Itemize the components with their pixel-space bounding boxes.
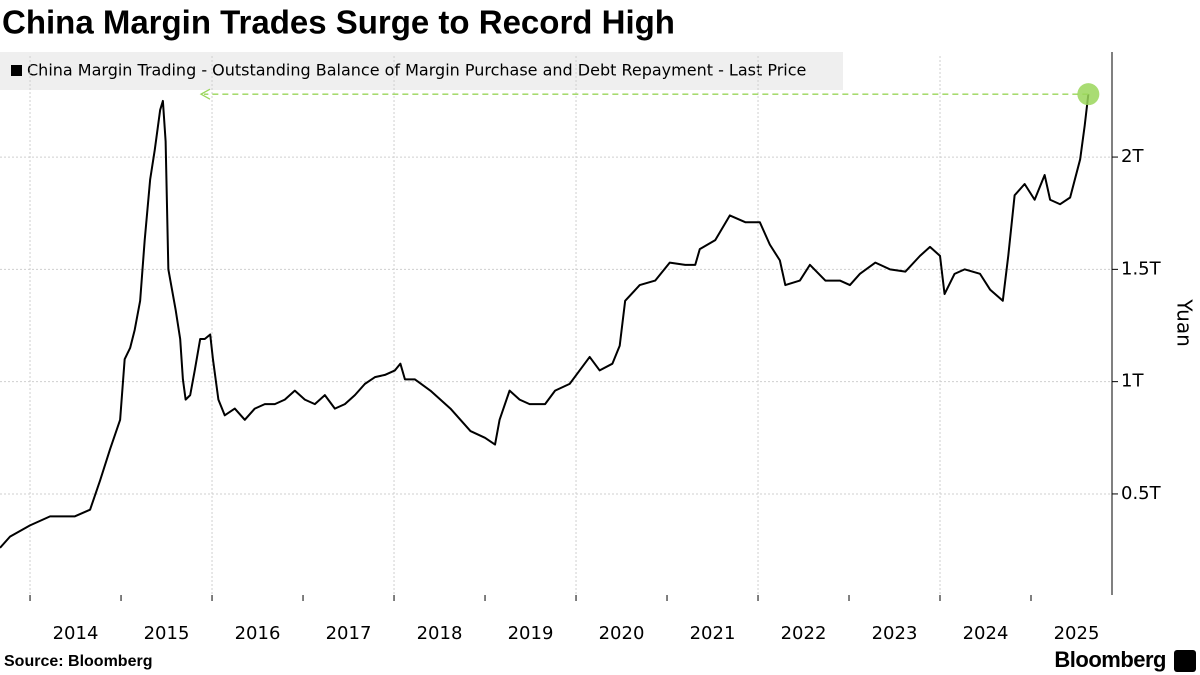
source-note: Source: Bloomberg	[4, 653, 152, 670]
x-tick-label: 2019	[508, 623, 554, 644]
x-tick-label: 2015	[144, 623, 190, 644]
x-tick-label: 2021	[690, 623, 736, 644]
data-line	[0, 94, 1090, 549]
y-tick-label: 0.5T	[1121, 483, 1162, 504]
brand-logo: Bloomberg	[1054, 647, 1166, 672]
chart-title: China Margin Trades Surge to Record High	[2, 4, 675, 41]
x-tick-label: 2020	[599, 623, 645, 644]
y-axis-label: Yuan	[1173, 298, 1197, 347]
x-tick-label: 2017	[326, 623, 372, 644]
y-tick-label: 1T	[1121, 371, 1144, 392]
legend-swatch	[11, 65, 22, 76]
x-tick-label: 2018	[417, 623, 463, 644]
x-tick-label: 2023	[872, 623, 918, 644]
y-tick-label: 1.5T	[1121, 258, 1162, 279]
legend-box	[0, 52, 843, 90]
x-tick-label: 2014	[53, 623, 99, 644]
x-tick-label: 2016	[235, 623, 281, 644]
legend-label: China Margin Trading - Outstanding Balan…	[27, 61, 806, 80]
x-tick-label: 2025	[1054, 623, 1100, 644]
x-tick-label: 2024	[963, 623, 1009, 644]
record-marker	[1077, 83, 1100, 106]
x-tick-label: 2022	[781, 623, 827, 644]
y-tick-label: 2T	[1121, 146, 1144, 167]
record-arrow	[199, 88, 211, 100]
brand-icon	[1174, 650, 1196, 672]
